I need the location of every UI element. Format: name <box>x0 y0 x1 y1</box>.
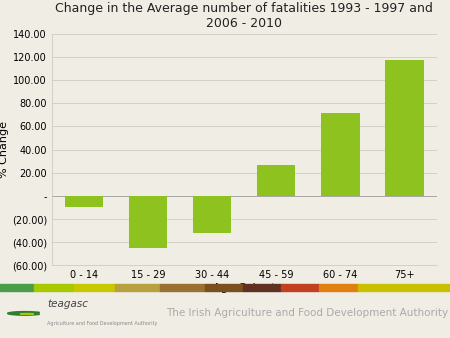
X-axis label: Age Cohort: Age Cohort <box>213 283 275 293</box>
Bar <box>0 284 34 291</box>
Bar <box>160 284 205 291</box>
Bar <box>321 113 360 196</box>
Title: Change in the Average number of fatalities 1993 - 1997 and
2006 - 2010: Change in the Average number of fataliti… <box>55 2 433 30</box>
Bar <box>193 196 231 233</box>
Text: Agriculture and Food Development Authority: Agriculture and Food Development Authori… <box>47 321 158 326</box>
Bar <box>385 61 423 196</box>
Bar <box>129 196 167 248</box>
Bar <box>281 284 320 291</box>
Bar <box>320 284 358 291</box>
Bar <box>65 196 103 208</box>
Bar <box>115 284 160 291</box>
Bar <box>358 284 450 291</box>
Bar <box>243 284 281 291</box>
Bar <box>257 165 296 196</box>
Text: teagasc: teagasc <box>47 299 88 309</box>
Y-axis label: % Change: % Change <box>0 121 9 178</box>
Bar <box>34 284 74 291</box>
Text: The Irish Agriculture and Food Development Authority: The Irish Agriculture and Food Developme… <box>166 308 449 318</box>
Bar <box>74 284 115 291</box>
Wedge shape <box>8 312 40 315</box>
Bar <box>205 284 243 291</box>
